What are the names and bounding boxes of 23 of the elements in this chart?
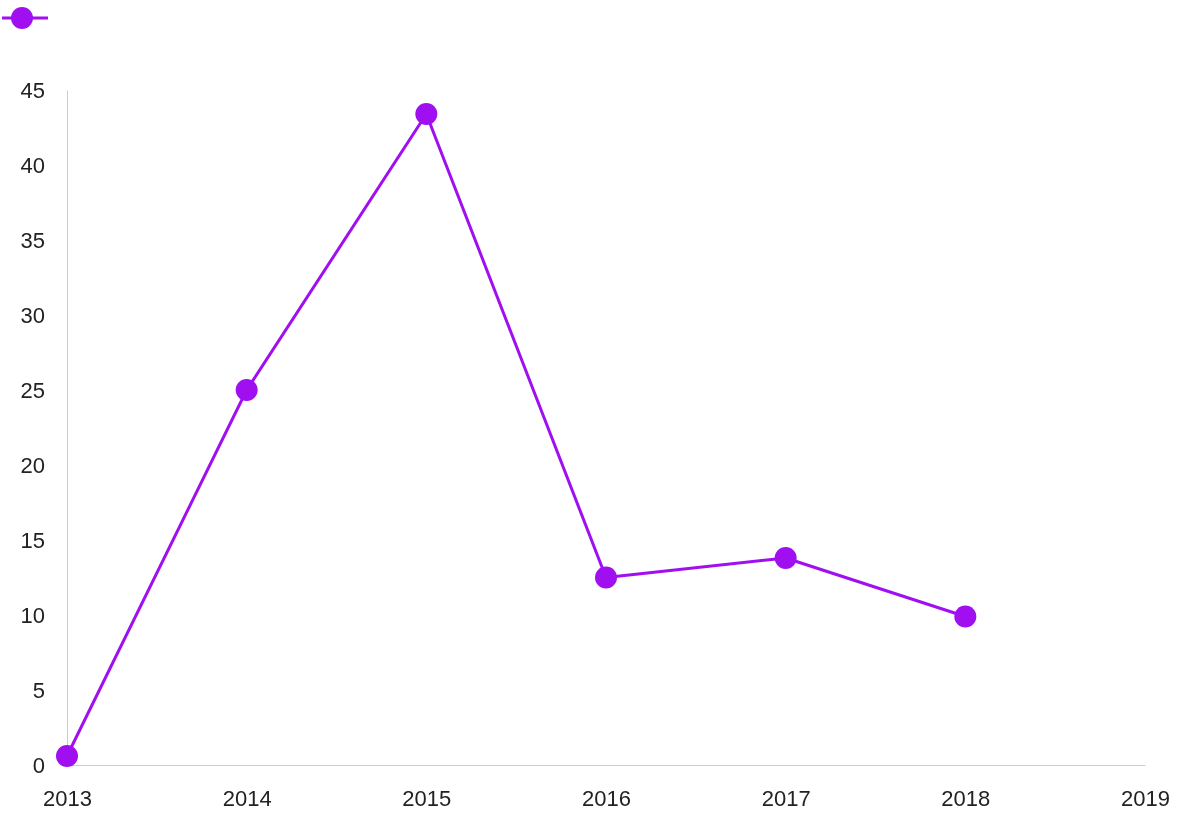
y-tick-label: 25 — [20, 377, 45, 403]
x-tick-label: 2015 — [402, 785, 452, 811]
y-tick-label: 15 — [20, 527, 45, 553]
y-tick-label: 0 — [32, 752, 45, 778]
x-tick-label: 2014 — [222, 785, 272, 811]
y-tick-label: 45 — [20, 77, 45, 103]
y-tick-label: 20 — [20, 452, 45, 478]
x-tick-label: 2013 — [43, 785, 92, 811]
y-tick-label: 5 — [32, 677, 45, 703]
x-tick-label: 2016 — [582, 785, 631, 811]
y-tick-label: 35 — [20, 227, 45, 253]
y-tick-label: 40 — [20, 152, 45, 178]
point — [56, 745, 78, 767]
point — [235, 379, 258, 401]
x-tick-label: 2017 — [761, 785, 811, 811]
point — [774, 547, 797, 569]
x-tick-label: 2018 — [941, 785, 991, 811]
point — [415, 103, 438, 125]
point — [595, 566, 617, 589]
point — [954, 605, 977, 628]
y-tick-label: 30 — [20, 302, 45, 328]
y-tick-label: 10 — [20, 602, 45, 628]
x-tick-label: 2019 — [1121, 785, 1170, 811]
